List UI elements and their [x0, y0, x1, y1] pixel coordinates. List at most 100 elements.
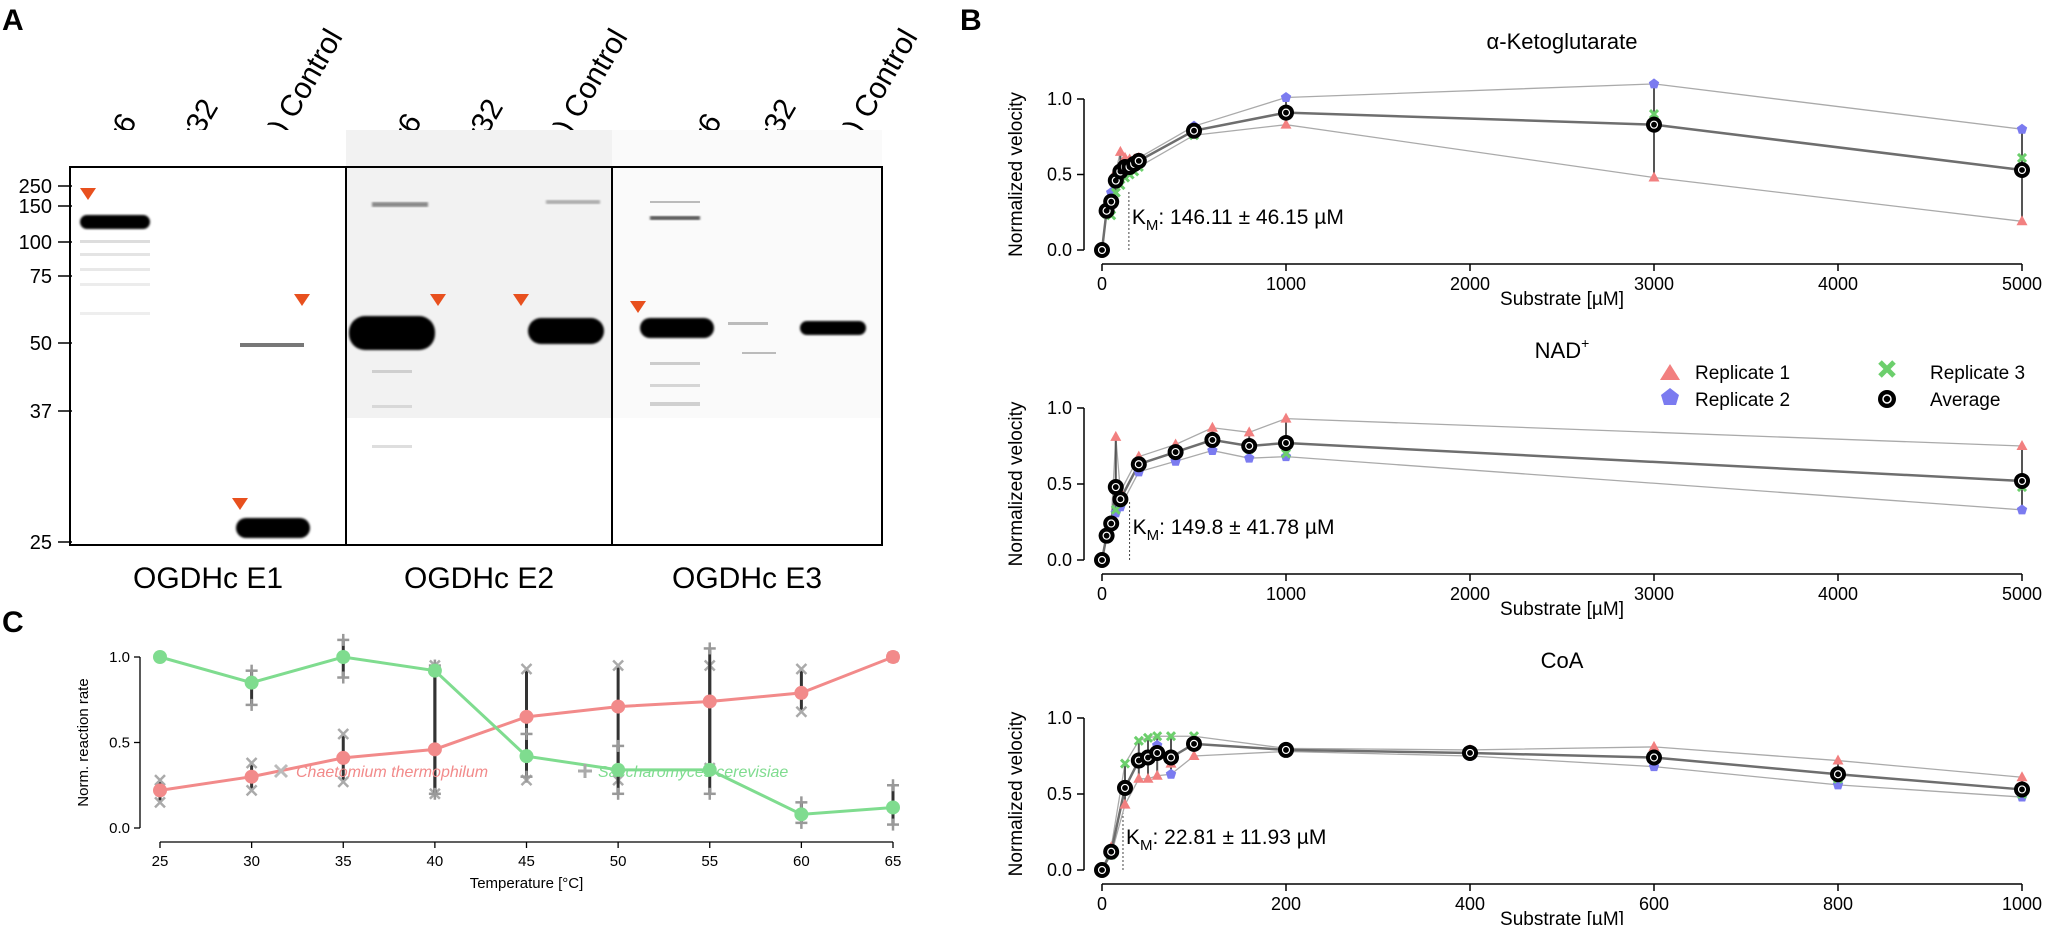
y-tick-label: 1.0 — [1047, 89, 1072, 109]
series-point — [519, 709, 534, 724]
y-tick-label: 0.0 — [1047, 550, 1072, 570]
x-tick-label: 35 — [335, 853, 352, 870]
x-tick-label: 2000 — [1450, 274, 1490, 294]
point-average-ring — [1208, 435, 1217, 445]
legend-label: Chaetomium thermophilum — [296, 764, 488, 781]
point-average-ring — [1281, 438, 1291, 448]
point-average — [1107, 479, 1124, 496]
blot-e1-background — [70, 130, 346, 418]
y-tick-label: 0.5 — [1047, 784, 1072, 804]
band — [372, 405, 412, 408]
series-point — [153, 650, 167, 664]
point-average-ring — [1097, 555, 1107, 565]
point-average-ring — [1111, 482, 1120, 492]
x-tick-label: 55 — [701, 853, 718, 870]
band — [528, 318, 604, 344]
km-subscript: M — [1147, 527, 1160, 544]
point-average-ring — [1281, 745, 1291, 755]
envelope-lower — [1101, 124, 2023, 251]
band — [80, 240, 150, 243]
point-replicate3 — [1142, 732, 1154, 743]
point-average — [1646, 749, 1662, 766]
series-point — [886, 800, 900, 815]
km-prefix: K — [1132, 206, 1146, 229]
point-replicate2 — [1280, 451, 1292, 462]
km-label: KM: 22.81 ± 11.93 µM — [1126, 826, 1326, 854]
replicate-cross — [612, 659, 625, 672]
x-tick-label: 5000 — [2002, 274, 2042, 294]
point-average — [2014, 781, 2030, 798]
x-tick-label: 600 — [1639, 894, 1669, 914]
point-average — [1094, 862, 1110, 878]
point-average — [2014, 161, 2030, 178]
point-average — [1163, 749, 1179, 766]
point-average — [1130, 456, 1147, 473]
panel-label-b: B — [960, 4, 982, 37]
point-replicate2 — [2016, 123, 2028, 134]
series-point — [427, 663, 442, 678]
point-replicate1 — [1243, 426, 1255, 437]
point-replicate1 — [1110, 430, 1122, 441]
point-average-ring — [1097, 865, 1107, 875]
point-replicate2 — [1165, 768, 1177, 779]
point-average-ring — [1281, 108, 1291, 117]
point-average — [1130, 152, 1147, 169]
mw-label: 75 — [30, 266, 52, 288]
legend-label: Saccharomyces cerevisiae — [598, 764, 788, 781]
band-arrow — [294, 294, 310, 306]
point-average — [1094, 552, 1110, 568]
y-axis-label: Normalized velocity — [1006, 711, 1027, 876]
km-label: KM: 146.11 ± 46.15 µM — [1132, 206, 1344, 234]
x-axis-label: Substrate [µM] — [1500, 599, 1624, 620]
km-subscript: M — [1140, 837, 1153, 854]
point-replicate1 — [1142, 772, 1154, 783]
point-replicate1 — [1133, 772, 1145, 783]
point-average-ring — [1120, 783, 1130, 793]
point-average — [1149, 744, 1166, 761]
band — [372, 445, 412, 448]
legend-marker-average-ring — [1882, 394, 1892, 404]
replicate-cross — [245, 784, 258, 797]
x-tick-label: 1000 — [1266, 274, 1306, 294]
point-average-ring — [1465, 748, 1475, 758]
series-line-average — [1100, 111, 2023, 251]
replicate-cross — [337, 775, 350, 788]
band — [742, 352, 776, 354]
chart-coa: CoA 0.0 0.5 1.0 0 200 400 600 800 1000 Substrate [… — [1006, 648, 2042, 925]
x-tick-label: 4000 — [1818, 584, 1858, 604]
point-replicate1 — [2016, 440, 2028, 450]
point-average-ring — [1107, 847, 1116, 856]
y-axis-label: Norm. reaction rate — [75, 678, 92, 806]
x-axis-label: Substrate [µM] — [1500, 909, 1624, 925]
western-blot — [70, 130, 882, 538]
point-average-ring — [1107, 519, 1116, 528]
km-prefix: K — [1126, 826, 1140, 849]
kinetics-legend: Replicate 1 Replicate 2 Replicate 3 Aver… — [1660, 360, 2025, 411]
x-tick-label: 3000 — [1634, 584, 1674, 604]
series-point — [336, 650, 351, 664]
point-replicate1 — [1151, 769, 1163, 780]
band — [236, 518, 310, 538]
point-average-ring — [1171, 447, 1180, 457]
point-average-ring — [1134, 156, 1143, 166]
mw-label: 250 — [19, 176, 52, 198]
legend-marker-replicate3 — [1878, 360, 1896, 378]
point-replicate3 — [1119, 758, 1131, 769]
replicate-cross — [795, 663, 808, 675]
point-replicate3 — [1280, 448, 1292, 459]
series-point — [611, 762, 626, 777]
band — [80, 268, 150, 271]
point-replicate1 — [1280, 412, 1292, 423]
x-tick-label: 800 — [1823, 894, 1853, 914]
mw-label: 150 — [19, 196, 52, 218]
series-point — [427, 742, 442, 757]
km-value: : 146.11 ± 46.15 µM — [1158, 206, 1344, 229]
point-replicate3 — [1648, 109, 1660, 120]
point-average — [1117, 779, 1133, 796]
band — [650, 362, 700, 365]
band — [640, 318, 714, 338]
mw-label: 50 — [30, 333, 52, 355]
point-average-ring — [1134, 460, 1143, 469]
blot-label-e3: OGDHc E3 — [672, 562, 822, 595]
